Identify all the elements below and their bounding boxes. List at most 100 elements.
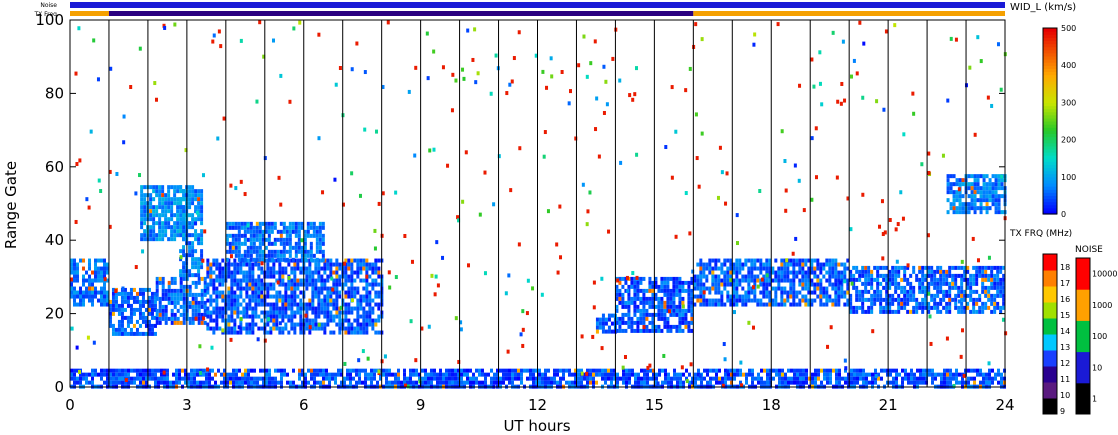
data-cell	[979, 59, 983, 64]
data-cell	[729, 302, 733, 307]
data-cell	[741, 262, 745, 267]
data-cell	[745, 294, 749, 299]
data-cell	[828, 278, 832, 283]
data-cell	[245, 326, 249, 331]
data-cell	[209, 274, 213, 279]
data-cell	[251, 322, 255, 327]
data-cell	[750, 270, 754, 275]
data-cell	[984, 301, 988, 306]
data-cell	[196, 372, 199, 377]
data-cell	[702, 266, 706, 271]
data-cell	[915, 277, 919, 282]
data-cell	[229, 376, 232, 381]
y-tick-label: 100	[35, 11, 64, 29]
data-cell	[305, 274, 309, 279]
data-cell	[371, 266, 375, 271]
data-cell	[288, 245, 292, 250]
data-cell	[774, 274, 778, 279]
data-cell	[244, 368, 247, 373]
data-cell	[70, 282, 73, 287]
data-cell	[229, 254, 233, 259]
data-cell	[525, 311, 529, 316]
data-cell	[541, 380, 544, 385]
data-cell	[885, 281, 889, 286]
data-cell	[876, 269, 880, 274]
data-cell	[946, 178, 950, 183]
data-cell	[388, 285, 392, 290]
data-cell	[778, 368, 781, 373]
data-cell	[308, 325, 312, 330]
data-cell	[211, 39, 215, 44]
data-cell	[203, 308, 207, 313]
data-cell	[627, 304, 631, 309]
data-cell	[206, 270, 210, 275]
data-cell	[972, 289, 976, 294]
data-cell	[215, 306, 219, 311]
data-cell	[864, 273, 868, 278]
data-cell	[961, 376, 964, 381]
data-cell	[583, 372, 586, 377]
data-cell	[469, 376, 472, 381]
data-cell	[335, 302, 339, 307]
data-cell	[153, 291, 157, 296]
data-cell	[874, 368, 877, 373]
data-cell	[356, 298, 360, 303]
data-cell	[115, 380, 118, 385]
data-cell	[669, 324, 673, 329]
data-cell	[801, 286, 805, 291]
data-cell	[819, 302, 823, 307]
data-cell	[651, 284, 655, 289]
data-cell	[161, 225, 165, 230]
data-cell	[91, 278, 94, 283]
data-cell	[921, 297, 925, 302]
data-cell	[117, 331, 121, 336]
data-cell	[997, 380, 1000, 385]
data-cell	[287, 278, 291, 283]
data-cell	[780, 290, 784, 295]
data-cell	[993, 273, 997, 278]
data-cell	[340, 372, 343, 377]
data-cell	[292, 380, 295, 385]
data-cell	[170, 288, 174, 293]
data-cell	[241, 376, 244, 381]
data-cell	[149, 193, 153, 198]
data-cell	[822, 286, 826, 291]
data-cell	[999, 87, 1003, 92]
data-cell	[310, 368, 313, 373]
data-cell	[270, 241, 274, 246]
colorbar-tick-label: 14	[1060, 327, 1070, 336]
data-cell	[208, 380, 211, 385]
data-cell	[109, 66, 113, 71]
data-cell	[323, 262, 327, 267]
data-cell	[343, 361, 347, 366]
data-cell	[633, 304, 637, 309]
data-cell	[663, 288, 667, 293]
data-cell	[711, 270, 715, 275]
data-cell	[994, 194, 998, 199]
data-cell	[559, 376, 562, 381]
data-cell	[688, 380, 691, 385]
data-cell	[293, 262, 297, 267]
colorbar-cell	[1076, 289, 1090, 321]
data-cell	[645, 300, 649, 305]
data-cell	[711, 274, 715, 279]
data-cell	[364, 380, 367, 385]
data-cell	[765, 273, 769, 278]
data-cell	[801, 262, 805, 267]
data-cell	[320, 306, 324, 311]
data-cell	[961, 194, 965, 199]
data-cell	[894, 277, 898, 282]
data-cell	[954, 297, 958, 302]
data-cell	[781, 380, 784, 385]
data-cell	[901, 380, 904, 385]
data-cell	[678, 288, 682, 293]
data-cell	[828, 294, 832, 299]
data-cell	[82, 266, 85, 271]
data-cell	[132, 287, 136, 292]
data-cell	[675, 276, 679, 281]
data-cell	[469, 368, 472, 373]
data-cell	[750, 298, 754, 303]
scan-lines	[108, 20, 967, 387]
data-cell	[732, 286, 736, 291]
data-cell	[164, 217, 168, 222]
